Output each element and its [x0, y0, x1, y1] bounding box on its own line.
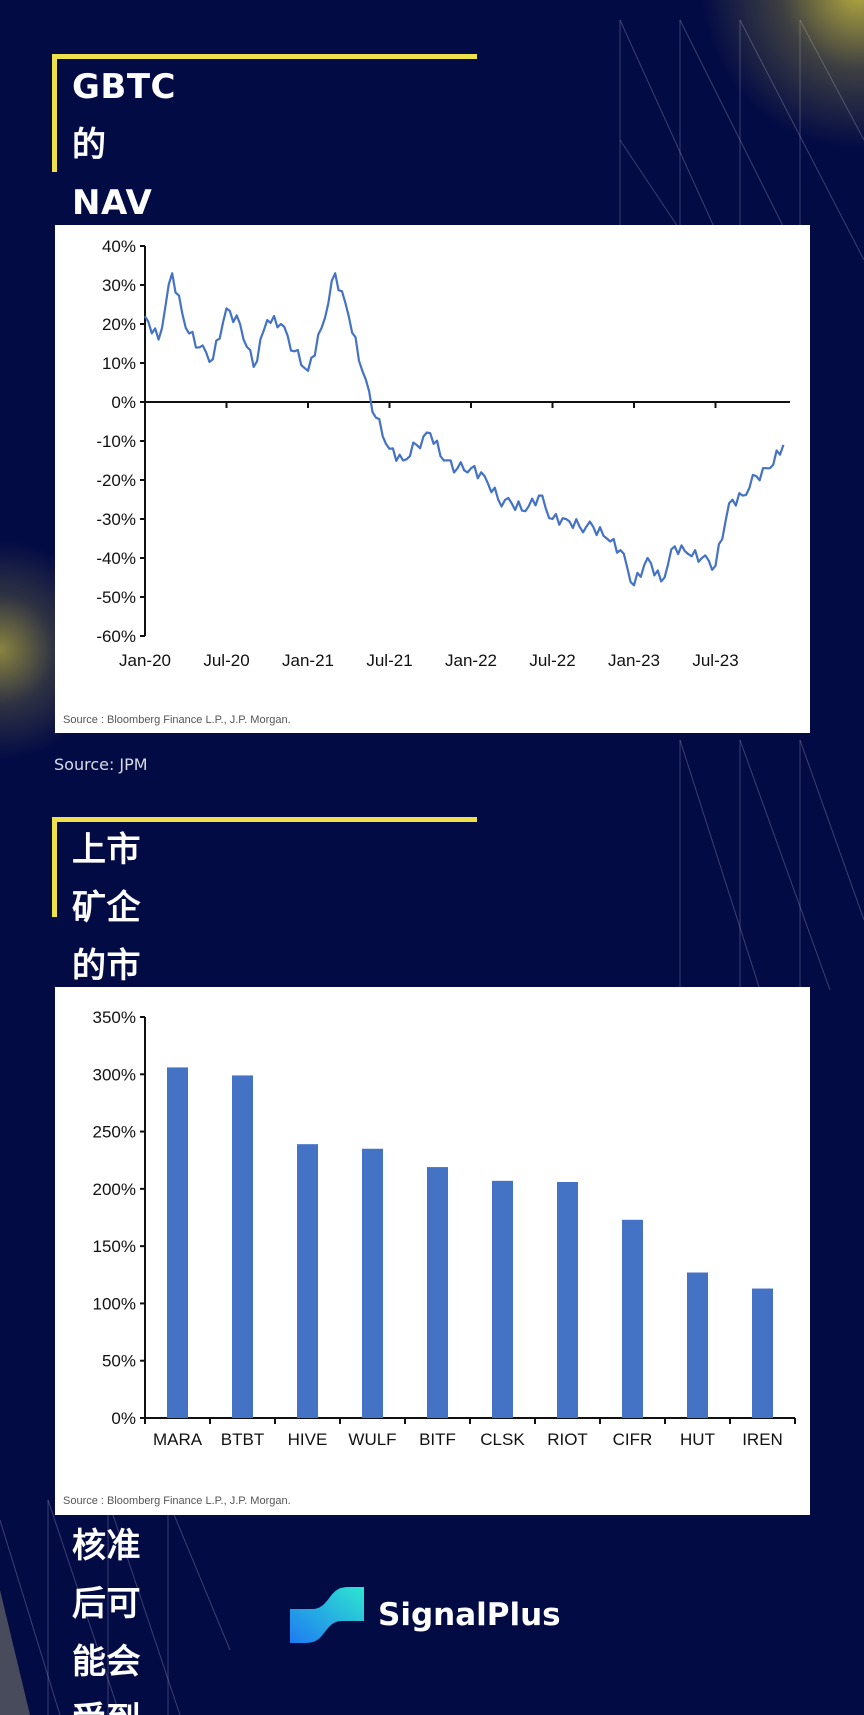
y-tick-label: 250%: [93, 1123, 136, 1142]
y-tick-label: -10%: [96, 432, 136, 451]
x-category-label: RIOT: [547, 1430, 588, 1449]
x-category-label: CLSK: [480, 1430, 525, 1449]
bar-hut: [687, 1272, 708, 1418]
x-category-label: BITF: [419, 1430, 456, 1449]
x-tick-label: Jan-23: [608, 651, 660, 670]
bar-riot: [557, 1181, 578, 1418]
glow-top-right: [700, 0, 864, 150]
y-tick-label: -50%: [96, 588, 136, 607]
x-tick-label: Jan-22: [445, 651, 497, 670]
x-tick-label: Jul-22: [529, 651, 575, 670]
bar-cifr: [622, 1219, 643, 1418]
miner-pb-premium-bar-chart: 350% 300% 250% 200% 150% 100% 50% 0% MARA BTBT HIV…: [93, 1008, 796, 1449]
chart-source-note: Source : Bloomberg Finance L.P., J.P. Mo…: [63, 714, 291, 726]
x-tick-label: Jan-20: [119, 651, 171, 670]
y-tick-label: 0%: [111, 393, 136, 412]
x-category-label: HUT: [680, 1430, 715, 1449]
signalplus-logo-icon: [290, 1587, 364, 1643]
y-tick-label: 0%: [111, 1409, 136, 1428]
y-tick-label: 20%: [102, 315, 136, 334]
y-tick-label: -20%: [96, 471, 136, 490]
y-tick-label: 30%: [102, 276, 136, 295]
chart-source-note: Source : Bloomberg Finance L.P., J.P. Mo…: [63, 1495, 291, 1507]
y-tick-label: 150%: [93, 1237, 136, 1256]
y-tick-label: 50%: [102, 1352, 136, 1371]
title-accent-bar-left: [52, 54, 57, 172]
title-accent-bar-left: [52, 817, 57, 917]
bar-wulf: [362, 1148, 383, 1418]
bar-mara: [167, 1067, 188, 1418]
y-tick-label: 300%: [93, 1065, 136, 1084]
y-tick-label: 10%: [102, 354, 136, 373]
title-accent-bar: [52, 54, 477, 59]
x-tick-label: Jul-21: [366, 651, 412, 670]
bar-chart-card: 350% 300% 250% 200% 150% 100% 50% 0% MARA BTBT HIV…: [55, 987, 810, 1515]
y-tick-label: -40%: [96, 549, 136, 568]
title-accent-bar: [52, 817, 477, 822]
x-tick-label: Jul-23: [692, 651, 738, 670]
signalplus-brand: SignalPlus: [290, 1587, 561, 1643]
x-category-label: WULF: [348, 1430, 396, 1449]
bar-clsk: [492, 1180, 513, 1418]
line-chart-card: 40% 30% 20% 10% 0% -10% -20% -30% -40% -50% -60% Ja…: [55, 225, 810, 733]
y-tick-label: 40%: [102, 237, 136, 256]
bar-btbt: [232, 1075, 253, 1418]
x-category-label: CIFR: [613, 1430, 653, 1449]
y-tick-label: 100%: [93, 1294, 136, 1313]
bar-iren: [752, 1288, 773, 1418]
brand-name: SignalPlus: [378, 1597, 561, 1633]
x-category-label: BTBT: [221, 1430, 264, 1449]
x-category-label: IREN: [742, 1430, 783, 1449]
bar-bitf: [427, 1167, 448, 1418]
y-tick-label: -30%: [96, 510, 136, 529]
gbtc-nav-discount-line-chart: 40% 30% 20% 10% 0% -10% -20% -30% -40% -50% -60% Ja…: [96, 237, 790, 670]
source-label: Source: JPM: [54, 755, 148, 774]
x-tick-label: Jul-20: [203, 651, 249, 670]
x-category-label: MARA: [153, 1430, 203, 1449]
y-tick-label: -60%: [96, 627, 136, 646]
bar-hive: [297, 1144, 318, 1418]
y-tick-label: 350%: [93, 1008, 136, 1027]
y-tick-label: 200%: [93, 1180, 136, 1199]
x-tick-label: Jan-21: [282, 651, 334, 670]
gbtc-discount-line: [144, 272, 785, 587]
x-category-label: HIVE: [288, 1430, 328, 1449]
